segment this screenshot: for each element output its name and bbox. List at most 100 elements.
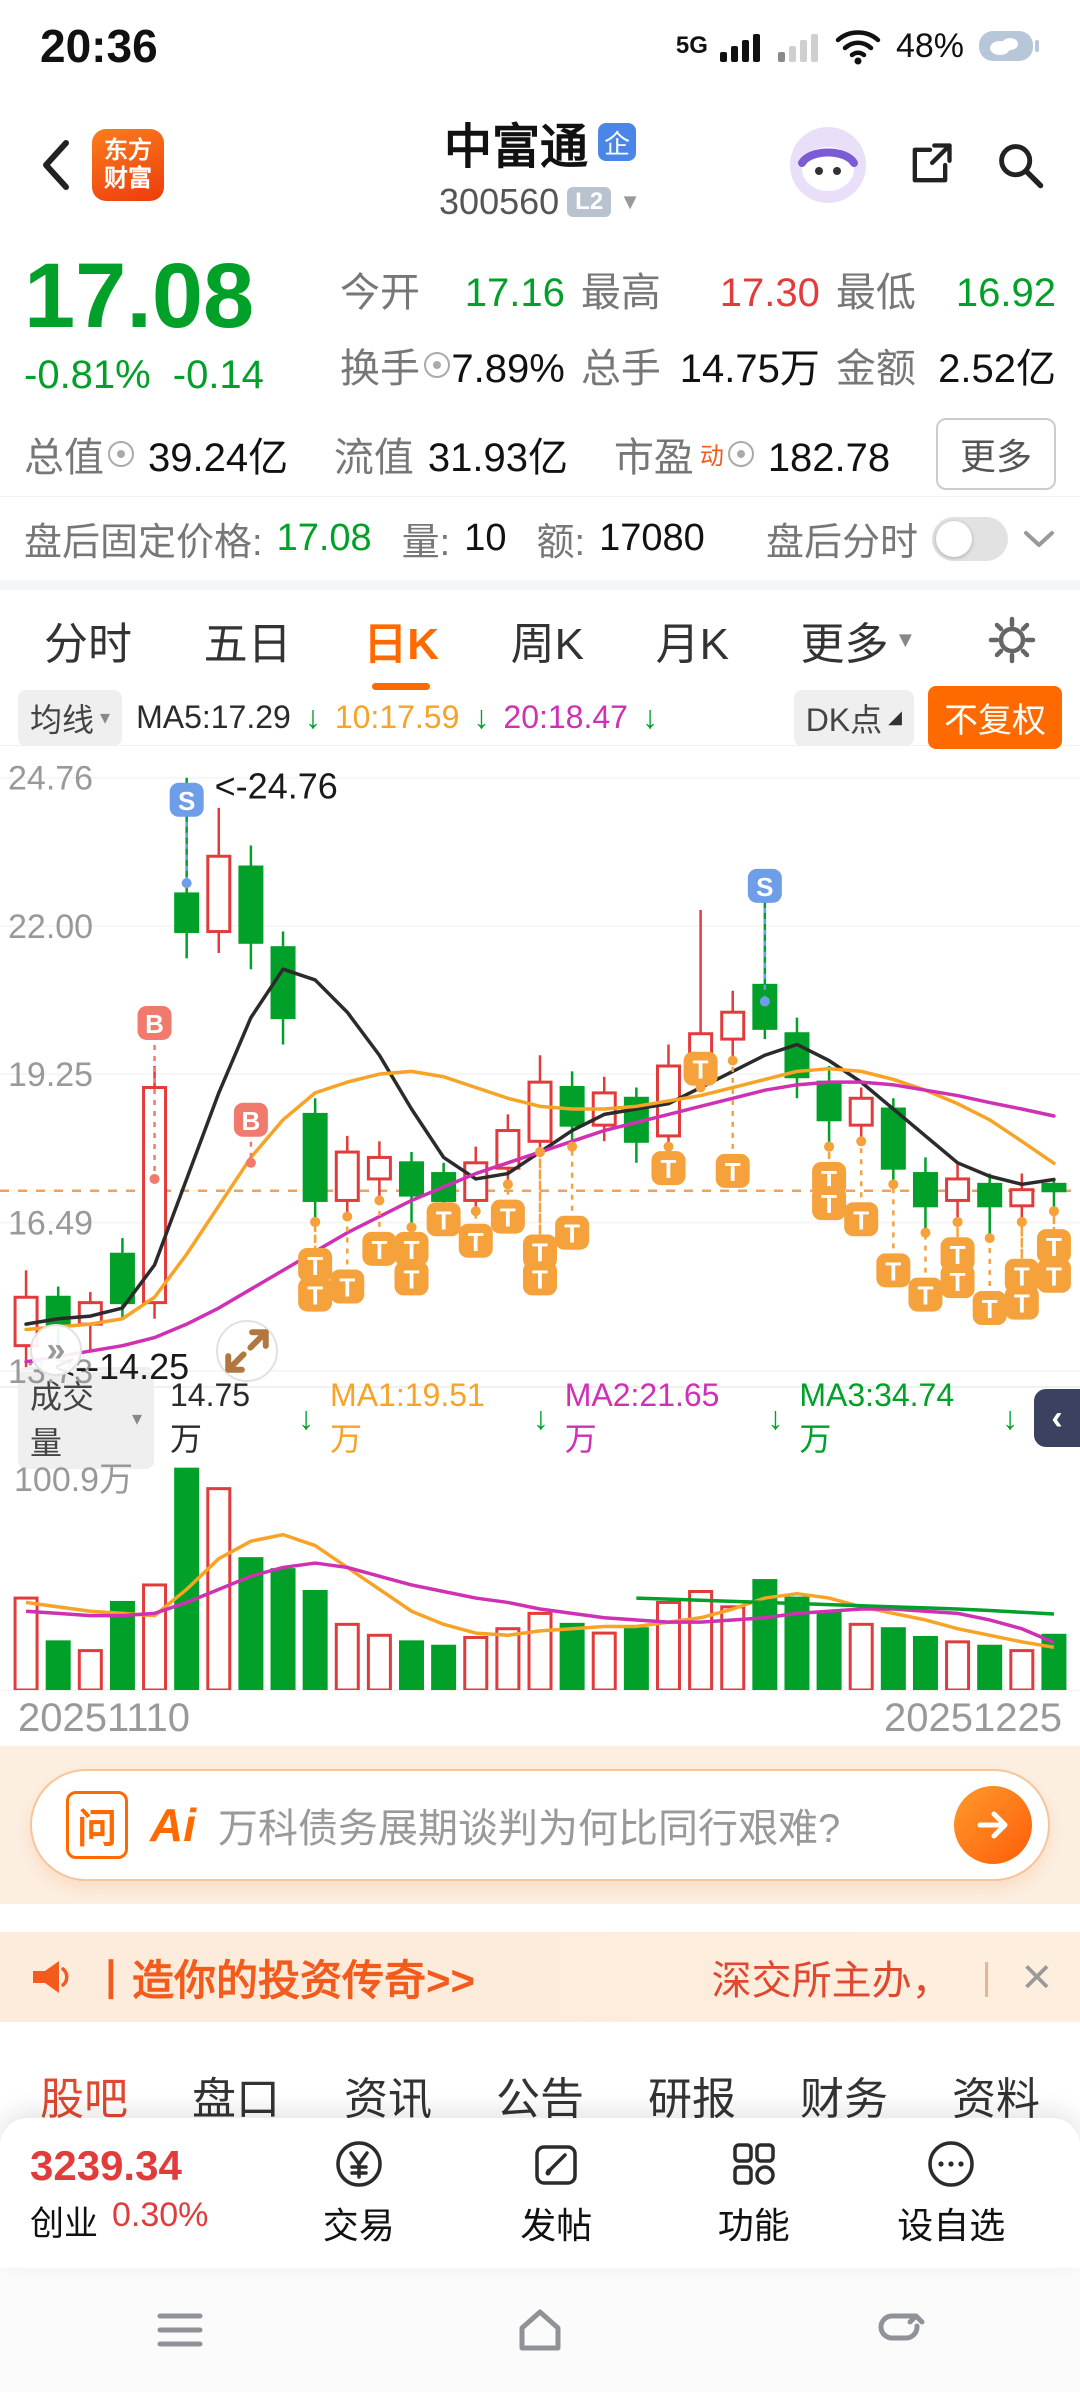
ai-submit-button[interactable]	[954, 1786, 1032, 1864]
tab-profile[interactable]: 资料	[952, 2075, 1040, 2118]
stat-pe-ratio: 市盈动 182.78	[613, 435, 891, 480]
end-date-label: 20251225	[884, 1696, 1062, 1740]
indicator-drawer-tab[interactable]: ‹	[1034, 1389, 1080, 1447]
trade-yen-icon	[336, 2141, 382, 2187]
svg-text:T: T	[404, 1264, 420, 1294]
bottom-action-bar: 3239.34 创业 0.30% 交易 发帖	[0, 2118, 1080, 2268]
stock-name: 中富通	[443, 121, 588, 174]
start-date-label: 20251110	[18, 1696, 191, 1740]
eastmoney-logo: 东方 财富	[92, 129, 164, 201]
svg-text:T: T	[1046, 1262, 1062, 1292]
stat-amount: 金额 2.52亿	[835, 347, 1056, 391]
svg-text:T: T	[468, 1227, 484, 1257]
stock-code: 300560	[439, 181, 560, 222]
ai-question-pill[interactable]: 问 Ai 万科债务展期谈判为何比同行艰难?	[30, 1769, 1050, 1881]
ai-question-section: 问 Ai 万科债务展期谈判为何比同行艰难?	[0, 1746, 1080, 1904]
banner-text[interactable]: 丨造你的投资传奇>>	[90, 1956, 476, 2004]
ma5-value: MA5:17.29	[136, 699, 291, 735]
more-stats-button[interactable]: 更多	[935, 417, 1056, 490]
collapse-panel-button[interactable]: »	[30, 1324, 82, 1376]
home-icon[interactable]	[512, 2304, 568, 2356]
battery-icon	[979, 31, 1039, 61]
after-hours-amt: 17080	[599, 517, 705, 559]
tab-more[interactable]: 更多 ▼	[800, 620, 917, 669]
section-divider	[0, 580, 1080, 590]
tab-daily-k[interactable]: 日K	[363, 598, 439, 682]
tab-order-book[interactable]: 盘口	[192, 2075, 280, 2118]
volume-ma3: MA3:34.74万	[799, 1376, 955, 1457]
index-quote[interactable]: 3239.34 创业 0.30%	[30, 2142, 260, 2245]
info-icon[interactable]	[108, 440, 134, 467]
promo-banner[interactable]: 丨造你的投资传奇>> 深交所主办， 丨 ×	[0, 1932, 1080, 2022]
megaphone-icon	[33, 1961, 69, 1993]
tab-weekly-k[interactable]: 周K	[510, 620, 584, 669]
svg-text:T: T	[853, 1205, 869, 1235]
tab-5day[interactable]: 五日	[203, 620, 292, 669]
trade-button[interactable]: 交易	[260, 2137, 458, 2249]
svg-text:24.76: 24.76	[8, 760, 93, 798]
spacer	[0, 2022, 1080, 2062]
post-button[interactable]: 发帖	[458, 2137, 656, 2249]
candlestick-chart-area[interactable]: 24.7622.0019.2516.4913.73BBSSTTTTTTTTTTT…	[0, 746, 1080, 1386]
back-icon[interactable]	[34, 135, 78, 195]
after-hours-price: 17.08	[276, 517, 372, 559]
chevron-down-icon[interactable]	[1022, 527, 1056, 551]
chart-period-tabs: 分时 五日 日K 周K 月K 更多 ▼	[0, 590, 1080, 690]
svg-text:16.49: 16.49	[8, 1205, 93, 1243]
volume-ma1: MA1:19.51万	[330, 1376, 485, 1457]
last-price: 17.08	[24, 245, 255, 347]
after-hours-toggle[interactable]	[932, 516, 1008, 561]
tab-news[interactable]: 资讯	[344, 2075, 432, 2118]
compose-icon	[535, 2145, 577, 2185]
tab-financials[interactable]: 财务	[800, 2075, 888, 2118]
share-icon[interactable]	[904, 139, 956, 191]
volume-chart-area[interactable]: 100.9万	[0, 1448, 1080, 1690]
back-nav-icon[interactable]	[872, 2304, 928, 2356]
stock-title-block[interactable]: 中富通 企 300560 L2 ▼	[439, 107, 641, 223]
tab-research[interactable]: 研报	[648, 2075, 736, 2118]
svg-text:T: T	[1046, 1232, 1062, 1262]
down-arrow-icon: ↓	[641, 699, 658, 735]
index-percent: 0.30%	[112, 2195, 209, 2234]
spacer	[0, 1904, 1080, 1932]
recents-menu-icon[interactable]	[152, 2304, 208, 2356]
functions-button[interactable]: 功能	[655, 2137, 853, 2249]
svg-text:T: T	[436, 1205, 452, 1235]
stat-float-cap: 流值 31.93亿	[333, 435, 569, 480]
tab-monthly-k[interactable]: 月K	[655, 620, 729, 669]
add-watchlist-button[interactable]: 设自选	[853, 2137, 1051, 2249]
after-hours-amt-label: 额:	[536, 522, 586, 564]
down-arrow-icon: ↓	[304, 699, 321, 735]
tab-guba[interactable]: 股吧	[40, 2075, 128, 2118]
volume-chart[interactable]	[0, 1448, 1080, 1690]
after-hours-vol-label: 量:	[401, 522, 451, 564]
search-icon[interactable]	[994, 139, 1046, 191]
svg-text:T: T	[950, 1240, 966, 1270]
down-arrow-icon: ↓	[473, 699, 490, 735]
assistant-avatar[interactable]	[790, 127, 866, 203]
ai-logo-wen: 问	[66, 1791, 128, 1859]
signal-bars-icon	[719, 34, 760, 62]
app-header: 东方 财富 中富通 企 300560 L2 ▼	[0, 92, 1080, 238]
info-icon[interactable]	[424, 352, 450, 378]
info-icon[interactable]	[727, 440, 754, 467]
svg-text:T: T	[918, 1281, 934, 1311]
adjustment-mode-button[interactable]: 不复权	[928, 686, 1062, 749]
stat-turnover: 换手 7.89%	[340, 347, 565, 391]
signal-bars-sim2-icon	[777, 34, 818, 62]
banner-close-icon[interactable]: ×	[1021, 1948, 1052, 2006]
candlestick-chart[interactable]: 24.7622.0019.2516.4913.73BBSSTTTTTTTTTTT…	[0, 746, 1080, 1386]
ai-question-text: 万科债务展期谈判为何比同行艰难?	[218, 1807, 841, 1851]
dk-point-chip[interactable]: DK点 ◢	[793, 689, 914, 746]
volume-selector-chip[interactable]: 成交量 ▾	[18, 1367, 154, 1469]
volume-axis-max-label: 100.9万	[14, 1461, 134, 1499]
chart-settings-gear-icon[interactable]	[988, 616, 1036, 664]
down-arrow-icon: ↓	[1002, 1399, 1019, 1436]
ma-selector-chip[interactable]: 均线 ▾	[18, 689, 123, 746]
change-value: -0.14	[172, 352, 264, 397]
tab-minute[interactable]: 分时	[44, 620, 132, 669]
fullscreen-expand-button[interactable]	[216, 1320, 278, 1382]
tab-announcements[interactable]: 公告	[496, 2075, 584, 2118]
logo-line1: 东方	[104, 137, 152, 165]
stat-low: 最低 16.92	[835, 271, 1056, 315]
